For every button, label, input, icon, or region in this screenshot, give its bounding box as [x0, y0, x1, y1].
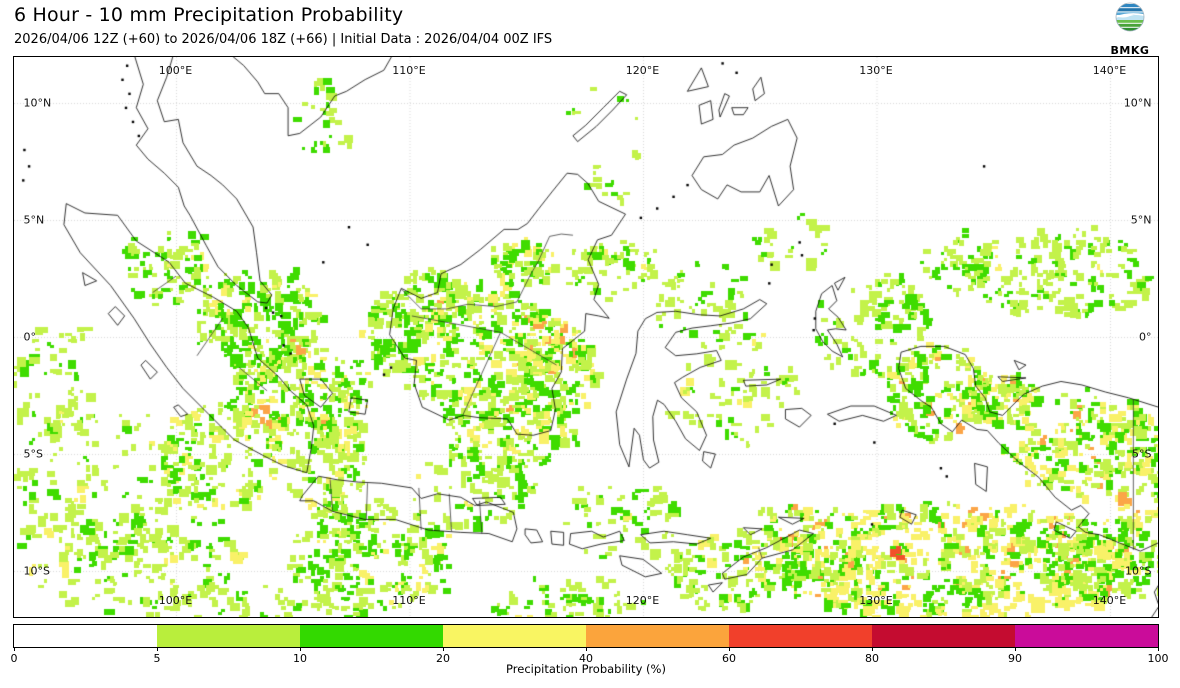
precipitation-map-canvas — [13, 56, 1158, 617]
colorbar-segment-5 — [728, 625, 872, 647]
colorbar-segment-3 — [442, 625, 586, 647]
colorbar — [12, 624, 1159, 648]
colorbar-segment-4 — [585, 625, 729, 647]
map-frame: 100°E 100°E 110°E 110°E 120°E 120°E 130°E 130°E… — [12, 55, 1159, 618]
bmkg-logo: BMKG — [1104, 2, 1156, 57]
forecast-valid-time-subtitle: 2026/04/06 12Z (+60) to 2026/04/06 18Z (… — [14, 32, 553, 47]
colorbar-segment-7 — [1014, 625, 1158, 647]
colorbar-segment-1 — [156, 625, 300, 647]
colorbar-axis-label: Precipitation Probability (%) — [506, 662, 666, 676]
colorbar-segment-0 — [13, 625, 157, 647]
page-title: 6 Hour - 10 mm Precipitation Probability — [14, 4, 404, 26]
bmkg-logo-text: BMKG — [1110, 44, 1150, 57]
colorbar-segment-6 — [871, 625, 1015, 647]
colorbar-segment-2 — [299, 625, 443, 647]
bmkg-globe-icon — [1115, 2, 1145, 32]
